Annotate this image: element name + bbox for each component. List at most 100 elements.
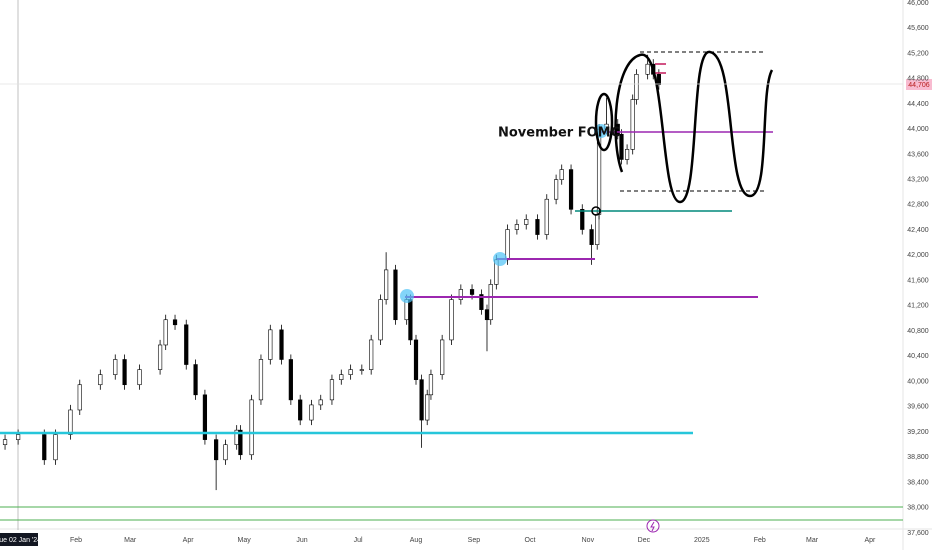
candle-body <box>544 198 549 235</box>
candles <box>2 54 661 491</box>
candle-body <box>580 209 585 230</box>
candle-body <box>268 329 273 360</box>
candle-body <box>656 73 661 85</box>
x-tick-label: Nov <box>582 537 595 544</box>
candle-body <box>298 399 303 421</box>
candle-body <box>122 359 127 386</box>
candle-body <box>630 99 635 150</box>
y-tick-label: 43,200 <box>907 177 929 184</box>
x-tick-label: Feb <box>754 537 766 544</box>
candle-body <box>559 169 564 180</box>
candle-body <box>359 369 364 371</box>
x-tick-label: Sep <box>468 537 481 544</box>
candle-body <box>419 379 424 421</box>
annotation: November FOMC <box>498 126 620 141</box>
y-tick-label: 46,000 <box>907 0 929 7</box>
marker <box>493 252 507 266</box>
x-tick-label: Feb <box>70 537 82 544</box>
candle-body <box>479 294 484 310</box>
candle-body <box>258 359 264 401</box>
candle-body <box>279 329 284 360</box>
y-tick-label: 41,600 <box>907 277 929 284</box>
y-tick-label: 40,800 <box>907 328 929 335</box>
y-tick-label: 38,000 <box>907 505 929 512</box>
candle-body <box>393 269 398 321</box>
candle-body <box>619 133 624 160</box>
candle-body <box>163 319 168 346</box>
candle-body <box>469 289 475 295</box>
x-tick-label: Aug <box>410 537 423 544</box>
candle-body <box>535 219 540 235</box>
y-tick-label: 45,200 <box>907 50 929 57</box>
y-tick-label: 40,400 <box>907 353 929 360</box>
candle-body <box>428 374 434 396</box>
candle-body <box>329 379 335 401</box>
event-icon[interactable] <box>646 519 660 533</box>
candle-body <box>458 289 463 300</box>
candle-body <box>2 439 8 445</box>
y-tick-label: 42,400 <box>907 227 929 234</box>
candle-body <box>624 149 630 160</box>
x-tick-label: Jul <box>354 537 363 544</box>
candle-body <box>554 179 559 200</box>
candle-body <box>339 374 344 380</box>
x-tick-label: May <box>238 537 252 544</box>
last-price-box <box>906 79 932 90</box>
candle-body <box>288 359 293 401</box>
candle-body <box>309 404 314 421</box>
y-tick-label: 43,600 <box>907 151 929 158</box>
candle-body <box>488 284 493 321</box>
candle-body <box>413 339 419 380</box>
y-tick-label: 45,600 <box>907 25 929 32</box>
candle-body <box>645 63 650 75</box>
candle-body <box>514 224 519 230</box>
candle-body <box>113 359 118 375</box>
candle-body <box>505 229 510 261</box>
candle-body <box>214 439 219 461</box>
candle-body <box>440 339 445 375</box>
candle-body <box>157 344 163 370</box>
candle-body <box>68 409 73 435</box>
candle-body <box>449 299 454 341</box>
x-tick-label: Mar <box>806 537 819 544</box>
marker <box>591 206 601 216</box>
candle-body <box>634 73 639 100</box>
x-tick-label: Jun <box>296 537 307 544</box>
x-tick-label: Apr <box>864 537 876 544</box>
candle-body <box>318 399 323 406</box>
marker <box>400 289 414 303</box>
y-tick-label: 37,600 <box>907 530 929 537</box>
candle-body <box>98 374 103 386</box>
y-tick-label: 42,000 <box>907 252 929 259</box>
y-tick-label: 38,800 <box>907 454 929 461</box>
candle-body <box>524 219 529 225</box>
crosshair-date-box <box>0 533 38 546</box>
x-tick-label: 2025 <box>694 537 710 544</box>
candle-body <box>77 384 82 411</box>
candle-body <box>53 434 58 461</box>
last-price-label: 44,706 <box>908 82 930 89</box>
y-tick-label: 44,400 <box>907 101 929 108</box>
candle-body <box>172 319 178 326</box>
y-tick-label: 44,000 <box>907 126 929 133</box>
y-tick-label: 39,600 <box>907 404 929 411</box>
y-tick-label: 41,200 <box>907 303 929 310</box>
y-tick-label: 44,800 <box>907 76 929 83</box>
candle-body <box>348 369 353 375</box>
candle-body <box>384 269 389 300</box>
candle-body <box>137 369 142 386</box>
candle-body <box>42 434 47 461</box>
x-tick-label: Mar <box>124 537 137 544</box>
y-tick-label: 38,400 <box>907 479 929 486</box>
candle-body <box>595 214 600 245</box>
x-tick-label: Dec <box>638 537 651 544</box>
drawings <box>0 50 903 521</box>
candle-body <box>369 339 374 370</box>
candle-body <box>425 394 430 421</box>
candle-body <box>249 399 254 456</box>
event-icon-bolt <box>650 521 655 532</box>
candle-body <box>408 299 413 341</box>
freehand <box>614 50 774 204</box>
candle-body <box>568 169 574 210</box>
